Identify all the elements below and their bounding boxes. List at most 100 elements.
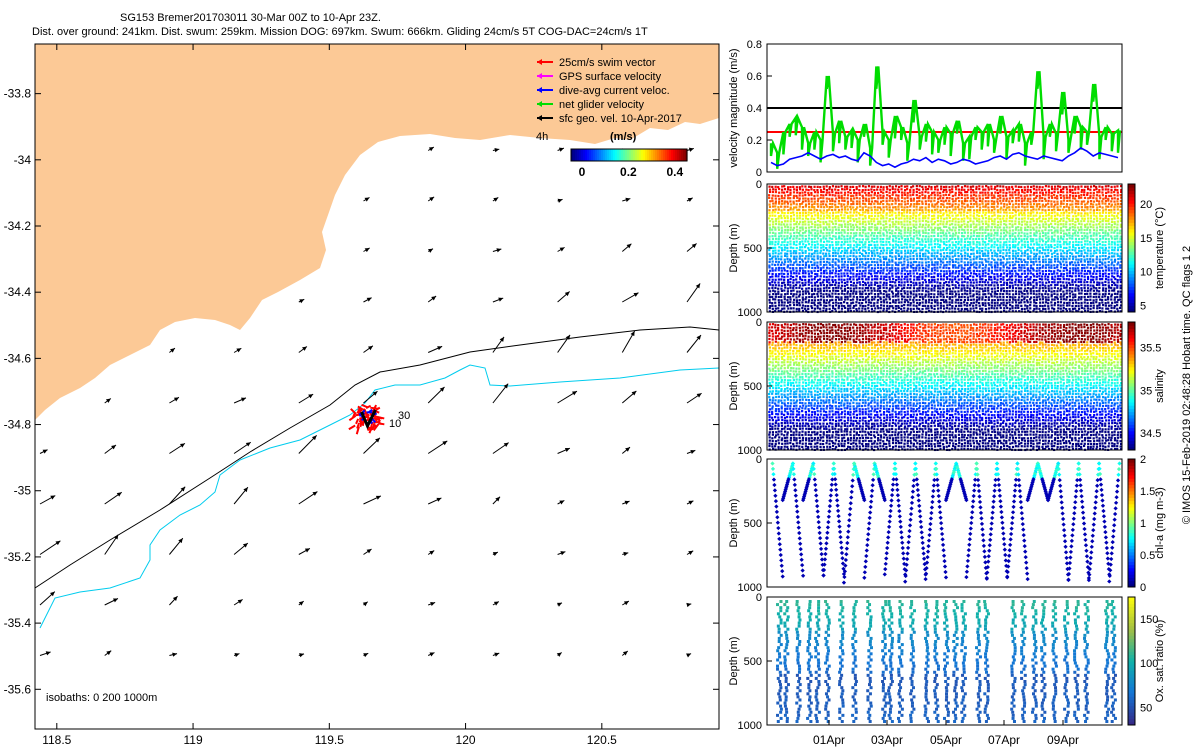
section-data-point [937,224,939,226]
section-data-point [976,241,978,243]
section-data-point [1060,293,1062,295]
section-data-point [847,197,849,199]
section-data-point [927,226,929,228]
section-data-point [1035,192,1037,194]
section-data-point [829,299,831,301]
section-data-point [999,246,1001,248]
section-data-point [969,218,971,220]
section-data-point [967,296,969,298]
section-data-point [819,252,821,254]
section-data-point [973,200,975,202]
section-data-point [885,256,887,258]
section-data-point [933,308,935,310]
section-data-point [948,209,950,211]
section-data-point [1063,287,1065,289]
section-data-point [853,282,855,284]
section-data-point [886,249,888,251]
section-data-point [846,252,848,254]
section-data-point [1005,305,1007,307]
section-data-point [918,264,920,266]
section-data-point [951,188,953,190]
section-data-point [796,291,798,293]
section-data-point [1065,308,1067,310]
section-data-point [852,273,854,275]
section-data-point [1048,258,1050,260]
section-data-point [903,192,905,194]
section-data-point [913,250,915,252]
section-data-point [948,200,950,202]
section-data-point [832,229,834,231]
section-data-point [814,238,816,240]
section-data-point [916,264,918,266]
section-data-point [835,223,837,225]
section-data-point [958,209,960,211]
section-data-point [849,305,851,307]
section-data-point [1042,261,1044,263]
section-data-point [853,232,855,234]
section-data-point [898,276,900,278]
section-data-point [822,258,824,260]
section-data-point [1060,232,1062,234]
section-data-point [936,252,938,254]
section-data-point [931,307,933,309]
section-data-point [847,223,849,225]
section-data-point [901,215,903,217]
section-data-point [1051,220,1053,222]
section-data-point [1069,191,1071,193]
section-data-point [873,250,875,252]
section-data-point [910,261,912,263]
section-data-point [1032,247,1034,249]
section-data-point [931,261,933,263]
section-data-point [840,287,842,289]
section-data-point [1041,189,1043,191]
section-data-point [1029,224,1031,226]
section-data-point [769,284,771,286]
section-data-point [909,244,911,246]
section-data-point [814,229,816,231]
section-data-point [829,284,831,286]
section-data-point [1012,246,1014,248]
section-data-point [1002,195,1004,197]
section-data-point [945,241,947,243]
section-data-point [979,278,981,280]
section-data-point [790,218,792,220]
section-data-point [826,240,828,242]
section-data-point [876,261,878,263]
section-data-point [993,246,995,248]
section-data-point [844,186,846,188]
section-data-point [1056,229,1058,231]
section-data-point [984,246,986,248]
section-data-point [1012,293,1014,295]
section-data-point [1009,296,1011,298]
section-data-point [970,186,972,188]
section-data-point [835,252,837,254]
section-data-point [819,278,821,280]
section-data-point [918,267,920,269]
section-data-point [1033,198,1035,200]
section-data-point [825,226,827,228]
section-data-point [829,264,831,266]
section-data-point [921,191,923,193]
section-data-point [1039,240,1041,242]
section-data-point [820,264,822,266]
section-data-point [919,234,921,236]
section-data-point [1002,252,1004,254]
section-data-point [891,256,893,258]
section-data-point [1015,287,1017,289]
section-data-point [991,220,993,222]
section-data-point [835,229,837,231]
section-data-point [1005,244,1007,246]
section-data-point [946,203,948,205]
section-data-point [1003,215,1005,217]
section-data-point [1063,241,1065,243]
section-data-point [960,299,962,301]
section-data-point [820,250,822,252]
section-data-point [978,235,980,237]
section-data-point [795,267,797,269]
section-data-point [991,299,993,301]
section-data-point [985,308,987,310]
section-data-point [937,293,939,295]
section-data-point [793,232,795,234]
section-data-point [960,290,962,292]
